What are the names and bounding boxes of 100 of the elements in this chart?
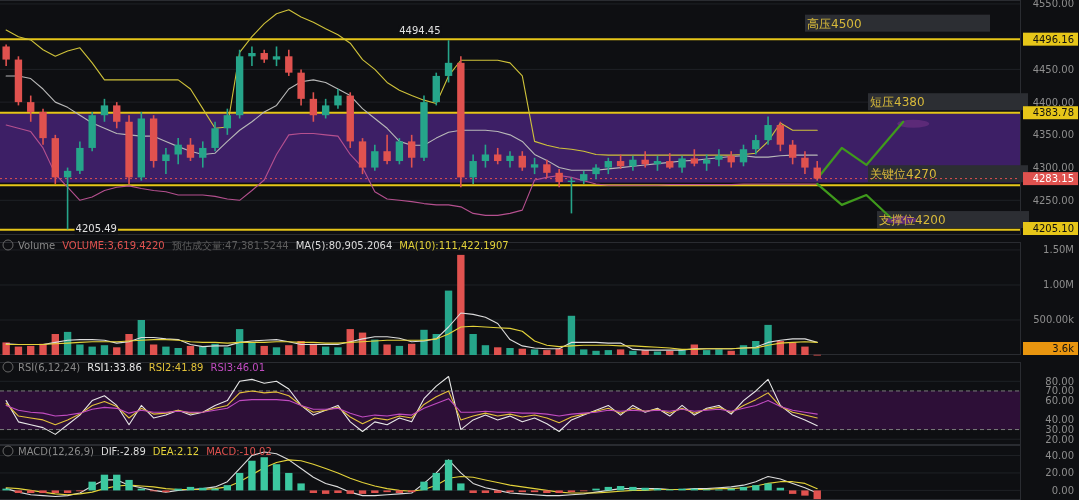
text: MA(5):80,905.2064 (295, 240, 393, 251)
bar (543, 490, 551, 494)
bar (100, 474, 109, 491)
bar (555, 490, 563, 494)
ref-line-label: 4496.16 (1032, 33, 1074, 45)
y-tick-label: 60.00 (1045, 395, 1074, 407)
bar (63, 490, 72, 494)
bar (494, 347, 502, 355)
y-tick-label: 40.00 (1045, 449, 1074, 461)
bar (666, 350, 674, 355)
bar (481, 490, 490, 494)
bar (2, 342, 10, 355)
bar (469, 490, 477, 494)
annotation: 预估成交量:47,381.5244 (171, 240, 289, 251)
bar (334, 490, 342, 494)
y-tick-label: 30.00 (1045, 424, 1074, 436)
bar (727, 350, 735, 355)
bar (248, 342, 256, 355)
bar (408, 343, 416, 355)
bar (149, 344, 158, 355)
text: RSI3:46.01 (210, 362, 266, 373)
y-tick-label: 80.00 (1045, 375, 1074, 387)
bar (186, 345, 195, 355)
bar (616, 349, 625, 355)
text: 3.6k (1052, 343, 1075, 354)
annotation: 支撑位4200 (879, 213, 946, 228)
bar (113, 474, 121, 491)
annotation: 关键位4270 (870, 167, 937, 182)
bar (260, 457, 268, 491)
bar (321, 346, 330, 355)
bar (764, 483, 772, 491)
price-tag: 4283.15 (1023, 172, 1078, 186)
y-tick-label: 20.00 (1045, 433, 1074, 445)
bar (469, 334, 477, 355)
bar (174, 348, 182, 355)
annotation: 4205.49 (75, 223, 117, 235)
bar (788, 342, 797, 355)
bar (76, 344, 84, 355)
bar (702, 350, 711, 355)
bar (235, 472, 244, 491)
bar (235, 329, 244, 355)
bar (653, 351, 662, 355)
bar (371, 490, 379, 494)
line-series (5, 124, 818, 216)
bar (813, 490, 821, 500)
bar (543, 350, 551, 355)
bar (494, 490, 502, 494)
y-tick-label: 20.00 (1045, 467, 1074, 479)
bar (629, 486, 637, 491)
line-series (5, 459, 818, 496)
y-tick-label: 4250.00 (1032, 194, 1074, 206)
annotation: 高压4500 (807, 16, 862, 31)
line-series (5, 325, 818, 350)
bar (801, 346, 809, 355)
text: DIF:-2.89 (100, 446, 146, 457)
bar (383, 344, 391, 355)
bar (432, 472, 440, 491)
y-tick-label: 1.50M (1043, 244, 1074, 256)
series-label: MACD:-10.02 (206, 446, 272, 457)
bar (752, 485, 760, 491)
bar (788, 490, 797, 494)
text: RSI2:41.89 (148, 362, 204, 373)
y-tick-label: 4550.00 (1032, 0, 1074, 10)
bar (113, 347, 121, 355)
bar (444, 459, 453, 491)
bar (27, 345, 35, 355)
bar (285, 345, 293, 355)
y-tick-label: 500.00k (1033, 314, 1075, 326)
bar (715, 349, 723, 355)
bar (100, 345, 109, 355)
bar (321, 490, 330, 494)
bar (334, 347, 342, 355)
bar (88, 346, 96, 355)
text: MA(10):111,422.1907 (399, 240, 509, 251)
y-tick-label: 4350.00 (1032, 129, 1074, 141)
line-series (5, 390, 818, 426)
bar (260, 345, 268, 355)
text: VOLUME:3,619.4220 (62, 240, 165, 251)
bar (223, 485, 232, 491)
bar (285, 472, 293, 491)
bar (346, 490, 354, 494)
bar (592, 350, 600, 355)
text: DEA:2.12 (152, 446, 200, 457)
bar (604, 350, 612, 355)
bar (457, 254, 465, 355)
bar (395, 345, 404, 355)
bar (629, 350, 637, 355)
bar (297, 483, 305, 491)
ref-line-label: 4383.78 (1032, 107, 1074, 119)
bar (506, 348, 514, 355)
bar (481, 345, 490, 355)
bar (272, 464, 281, 491)
price-tag: 4205.10 (1023, 222, 1078, 235)
bar (764, 324, 772, 355)
bar (420, 329, 428, 355)
bar (14, 346, 23, 355)
annotation: 短压4380 (870, 95, 925, 110)
bar (162, 346, 170, 355)
bar (309, 490, 318, 494)
bar (518, 348, 526, 355)
